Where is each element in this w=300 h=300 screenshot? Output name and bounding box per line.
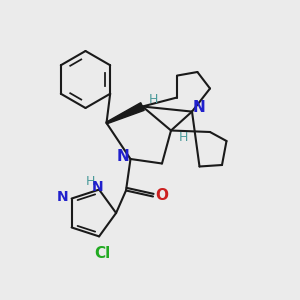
- Text: H: H: [149, 93, 159, 106]
- Text: H: H: [86, 175, 95, 188]
- Text: N: N: [57, 190, 68, 204]
- Text: N: N: [92, 180, 103, 194]
- Text: H: H: [179, 130, 188, 144]
- Polygon shape: [106, 103, 144, 124]
- Text: Cl: Cl: [94, 246, 110, 261]
- Text: O: O: [155, 188, 168, 202]
- Text: N: N: [117, 149, 129, 164]
- Text: N: N: [193, 100, 206, 116]
